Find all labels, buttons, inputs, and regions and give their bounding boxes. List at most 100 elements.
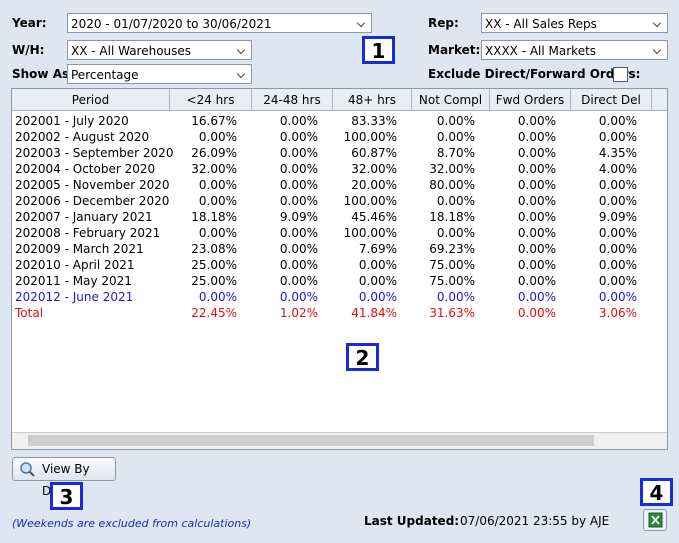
value-cell: 0.00%: [517, 162, 556, 176]
value-cell: 0.00%: [598, 290, 637, 304]
value-cell: 31.63%: [429, 306, 475, 320]
column-header: Not Compl: [412, 89, 490, 111]
value-cell: 0.00%: [598, 178, 637, 192]
value-cell: 0.00%: [279, 162, 318, 176]
value-cell: 25.00%: [191, 258, 237, 272]
exclude-checkbox[interactable]: [613, 67, 628, 82]
value-cell: 0.00%: [358, 258, 397, 272]
table-row: Total 22.45% 1.02% 41.84% 31.63% 0.00% 3.06%: [12, 305, 667, 321]
table-row: 202003 - September 2020 26.09% 0.00% 60.87%…: [12, 145, 667, 161]
value-cell: 0.00%: [598, 274, 637, 288]
value-cell: 32.00%: [429, 162, 475, 176]
warehouse-select[interactable]: XX - All Warehouses: [67, 40, 252, 60]
value-cell: 0.00%: [358, 290, 397, 304]
weekend-note: (Weekends are excluded from calculations…: [12, 517, 252, 530]
value-cell: 0.00%: [517, 306, 556, 320]
table-row: 202012 - June 2021 0.00% 0.00% 0.00% 0.00% 0.…: [12, 289, 667, 305]
period-cell: 202009 - March 2021: [15, 242, 144, 256]
value-cell: 0.00%: [279, 146, 318, 160]
value-cell: 0.00%: [517, 114, 556, 128]
year-select[interactable]: 2020 - 01/07/2020 to 30/06/2021: [67, 13, 372, 33]
value-cell: 41.84%: [351, 306, 397, 320]
value-cell: 0.00%: [436, 130, 475, 144]
value-cell: 0.00%: [517, 226, 556, 240]
show-as-select[interactable]: Percentage: [67, 64, 252, 84]
column-header: Period: [12, 89, 170, 111]
value-cell: 0.00%: [517, 210, 556, 224]
period-cell: 202008 - February 2021: [15, 226, 161, 240]
value-cell: 0.00%: [517, 274, 556, 288]
callout: 2: [346, 343, 379, 371]
value-cell: 4.35%: [598, 146, 637, 160]
excel-export-button[interactable]: [643, 509, 667, 531]
value-cell: 0.00%: [279, 130, 318, 144]
value-cell: 0.00%: [517, 290, 556, 304]
callout: 3: [50, 482, 83, 510]
value-cell: 1.02%: [279, 306, 318, 320]
period-cell: 202006 - December 2020: [15, 194, 170, 208]
value-cell: 7.69%: [358, 242, 397, 256]
value-cell: 18.18%: [191, 210, 237, 224]
value-cell: 22.45%: [191, 306, 237, 320]
view-by-day-button[interactable]: View By Day: [12, 457, 116, 498]
column-header: 48+ hrs: [333, 89, 412, 111]
period-cell: 202011 - May 2021: [15, 274, 132, 288]
excel-icon: [648, 512, 663, 528]
value-cell: 23.08%: [191, 242, 237, 256]
value-cell: 60.87%: [351, 146, 397, 160]
year-label: Year:: [12, 16, 47, 30]
value-cell: 0.00%: [436, 114, 475, 128]
column-header: <24 hrs: [170, 89, 252, 111]
value-cell: 75.00%: [429, 274, 475, 288]
table-row: 202004 - October 2020 32.00% 0.00% 32.00% 32…: [12, 161, 667, 177]
value-cell: 100.00%: [343, 194, 397, 208]
value-cell: 4.00%: [598, 162, 637, 176]
last-updated-label: Last Updated:: [364, 514, 460, 528]
table-row: 202009 - March 2021 23.08% 0.00% 7.69% 69.23…: [12, 241, 667, 257]
table-row: 202007 - January 2021 18.18% 9.09% 45.46% 18…: [12, 209, 667, 225]
scroll-thumb[interactable]: [28, 435, 594, 446]
value-cell: 0.00%: [598, 242, 637, 256]
table-row: 202002 - August 2020 0.00% 0.00% 100.00% 0.0…: [12, 129, 667, 145]
value-cell: 69.23%: [429, 242, 475, 256]
search-icon: [20, 462, 35, 477]
table-row: 202010 - April 2021 25.00% 0.00% 0.00% 75.00…: [12, 257, 667, 273]
value-cell: 80.00%: [429, 178, 475, 192]
column-header-filler: [652, 89, 667, 111]
value-cell: 0.00%: [279, 114, 318, 128]
value-cell: 0.00%: [517, 242, 556, 256]
value-cell: 0.00%: [279, 226, 318, 240]
value-cell: 32.00%: [191, 162, 237, 176]
value-cell: 8.70%: [436, 146, 475, 160]
rep-select[interactable]: XX - All Sales Reps: [481, 13, 668, 33]
value-cell: 0.00%: [517, 194, 556, 208]
value-cell: 0.00%: [198, 178, 237, 192]
value-cell: 0.00%: [598, 114, 637, 128]
callout: 1: [362, 36, 395, 64]
period-cell: 202005 - November 2020: [15, 178, 170, 192]
value-cell: 0.00%: [517, 178, 556, 192]
horizontal-scrollbar[interactable]: [12, 432, 667, 449]
value-cell: 0.00%: [517, 146, 556, 160]
callout: 4: [640, 478, 673, 506]
value-cell: 9.09%: [279, 210, 318, 224]
value-cell: 26.09%: [191, 146, 237, 160]
value-cell: 100.00%: [343, 130, 397, 144]
period-cell: 202007 - January 2021: [15, 210, 153, 224]
value-cell: 20.00%: [351, 178, 397, 192]
exclude-label: Exclude Direct/Forward Orders:: [428, 67, 641, 81]
period-cell: 202012 - June 2021: [15, 290, 134, 304]
period-cell: 202001 - July 2020: [15, 114, 129, 128]
value-cell: 25.00%: [191, 274, 237, 288]
last-updated-value: 07/06/2021 23:55 by AJE: [460, 514, 610, 528]
value-cell: 0.00%: [279, 274, 318, 288]
value-cell: 0.00%: [517, 258, 556, 272]
value-cell: 75.00%: [429, 258, 475, 272]
market-select[interactable]: XXXX - All Markets: [481, 40, 668, 60]
value-cell: 0.00%: [436, 194, 475, 208]
period-cell: 202003 - September 2020: [15, 146, 174, 160]
period-cell: 202004 - October 2020: [15, 162, 156, 176]
value-cell: 16.67%: [191, 114, 237, 128]
warehouse-label: W/H:: [12, 43, 45, 57]
